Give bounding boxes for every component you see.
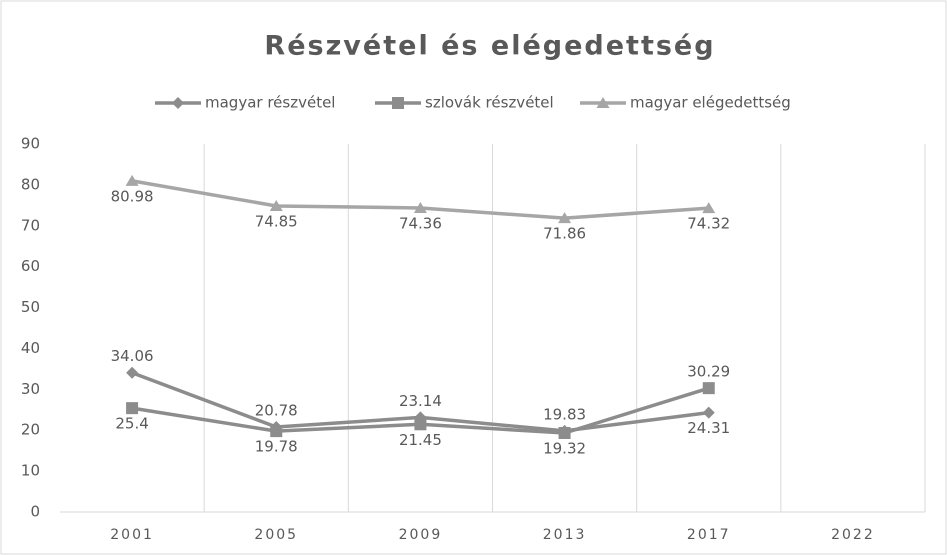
data-label: 19.83 [543,405,586,423]
legend-marker [596,97,610,108]
y-tick-label: 40 [21,339,40,357]
data-point [126,366,139,379]
legend-marker [172,97,184,109]
data-label: 25.4 [115,415,148,433]
y-tick-label: 20 [21,421,40,439]
legend-marker [392,97,404,109]
data-point [558,212,572,224]
y-tick-label: 0 [30,503,40,521]
data-label: 19.32 [543,440,586,458]
x-tick-label: 2013 [543,527,587,543]
data-point [414,418,427,431]
data-label: 34.06 [111,347,154,365]
data-point [125,174,139,186]
y-tick-label: 70 [21,216,40,234]
legend-label: magyar elégedettség [630,94,791,112]
data-label: 24.31 [687,419,730,437]
data-point [269,199,283,211]
y-tick-label: 60 [21,257,40,275]
data-label: 80.98 [111,187,154,205]
x-tick-label: 2001 [110,527,154,543]
data-label: 74.85 [255,212,298,230]
data-point [126,402,139,415]
x-tick-label: 2005 [254,527,298,543]
x-tick-label: 2022 [831,527,875,543]
data-label: 19.78 [255,438,298,456]
data-point [413,201,427,213]
data-label: 30.29 [687,363,730,381]
data-point [702,202,716,214]
data-point [702,382,715,395]
x-tick-label: 2009 [399,527,443,543]
legend-label: szlovák részvétel [425,94,554,112]
y-tick-label: 80 [21,175,40,193]
data-label: 74.32 [687,215,730,233]
x-tick-label: 2017 [687,527,731,543]
data-point [558,427,571,440]
chart-title: Részvétel és elégedettség [264,31,715,62]
y-tick-label: 30 [21,380,40,398]
data-label: 71.86 [543,225,586,243]
data-label: 21.45 [399,431,442,449]
data-point [270,425,283,438]
data-label: 23.14 [399,392,442,410]
y-tick-label: 50 [21,298,40,316]
data-label: 20.78 [255,402,298,420]
data-label: 74.36 [399,214,442,232]
legend-label: magyar részvétel [205,94,335,112]
y-tick-label: 10 [21,462,40,480]
data-point [702,406,715,419]
y-tick-label: 90 [21,135,40,153]
